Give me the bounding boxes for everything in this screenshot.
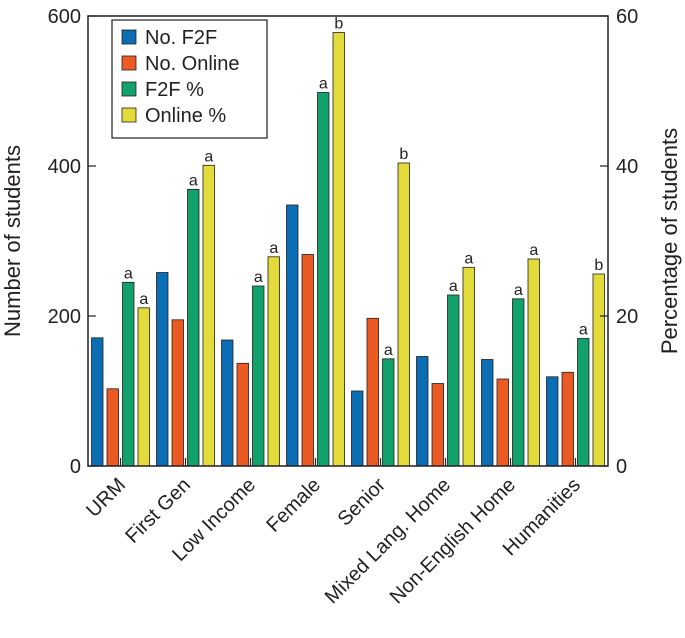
legend-label-f2f: F2F %: [145, 79, 204, 101]
significance-label-online-low-income: a: [269, 240, 278, 257]
bar-no-online-low-income: [236, 362, 249, 467]
significance-label-online-urm: a: [139, 291, 148, 308]
legend-box: [111, 19, 268, 139]
bar-f2f-female: [317, 92, 330, 467]
bar-online-first-gen: [202, 164, 215, 467]
significance-label-f2f-female: a: [319, 76, 328, 93]
bar-no-f2f-first-gen: [156, 272, 169, 467]
significance-label-f2f-first-gen: a: [189, 172, 198, 189]
x-tick-label-non-english-home: Non-English Home: [386, 474, 520, 608]
right-axis: 0 20 40 60: [600, 6, 638, 478]
bar-no-online-female: [301, 254, 314, 467]
bar-no-f2f-humanities: [546, 376, 559, 467]
bar-no-online-non-english-home: [496, 378, 509, 467]
bar-f2f-non-english-home: [512, 298, 525, 467]
legend-label-no-f2f: No. F2F: [145, 27, 217, 49]
y-axis-title: Number of students: [0, 145, 25, 337]
significance-label-f2f-mixed-lang-home: a: [449, 278, 458, 295]
bar-no-online-humanities: [561, 371, 574, 467]
left-axis: 0 200 400 600: [48, 6, 96, 478]
x-tick-label-urm: URM: [82, 474, 130, 522]
bar-f2f-mixed-lang-home: [447, 294, 460, 467]
plot-frame: [87, 15, 609, 467]
y-tick-label: 200: [48, 306, 81, 328]
bar-no-f2f-female: [286, 204, 299, 467]
bar-no-online-mixed-lang-home: [431, 383, 444, 467]
significance-label-online-mixed-lang-home: a: [464, 250, 473, 267]
y2-tick-label: 40: [616, 156, 638, 178]
bar-no-f2f-urm: [91, 337, 104, 467]
legend: No. F2F No. Online F2F % Online %: [111, 19, 268, 139]
legend-swatch-no-online: [121, 55, 137, 71]
bar-f2f-senior: [382, 358, 395, 467]
y2-tick-label: 60: [616, 6, 638, 28]
y2-axis-title: Percentage of students: [657, 128, 682, 354]
significance-label-online-humanities: b: [594, 257, 603, 274]
bar-no-online-urm: [106, 388, 119, 467]
bar-no-f2f-senior: [351, 390, 364, 467]
x-tick-label-mixed-lang-home: Mixed Lang. Home: [321, 474, 455, 608]
bar-no-f2f-low-income: [221, 339, 234, 467]
significance-label-f2f-senior: a: [384, 342, 393, 359]
bar-f2f-first-gen: [187, 188, 200, 467]
bar-f2f-low-income: [252, 285, 265, 467]
bar-no-online-senior: [366, 317, 379, 467]
significance-label-f2f-low-income: a: [254, 269, 263, 286]
x-tick-label-female: Female: [262, 474, 325, 537]
significance-label-f2f-humanities: a: [579, 322, 588, 339]
y-tick-label: 600: [48, 6, 81, 28]
significance-label-online-first-gen: a: [204, 148, 213, 165]
bar-online-female: [332, 32, 345, 467]
bar-online-mixed-lang-home: [462, 266, 475, 467]
bar-f2f-urm: [122, 281, 135, 467]
significance-label-online-female: b: [334, 16, 343, 33]
bar-no-f2f-mixed-lang-home: [416, 356, 429, 467]
bar-f2f-humanities: [577, 338, 590, 467]
bar-online-low-income: [267, 256, 280, 467]
legend-swatch-online: [121, 107, 137, 123]
bar-no-online-first-gen: [171, 319, 184, 467]
legend-swatch-no-f2f: [121, 29, 137, 45]
legend-swatch-f2f: [121, 81, 137, 97]
y-tick-label: 400: [48, 156, 81, 178]
legend-label-online: Online %: [145, 105, 226, 127]
bar-online-senior: [397, 162, 410, 467]
bar-no-f2f-non-english-home: [481, 359, 494, 467]
y2-tick-label: 0: [616, 456, 627, 478]
bar-online-urm: [137, 307, 150, 467]
y2-tick-label: 20: [616, 306, 638, 328]
x-tick-label-senior: Senior: [334, 474, 391, 531]
significance-label-online-senior: b: [399, 146, 408, 163]
bar-online-non-english-home: [527, 258, 540, 467]
bar-online-humanities: [592, 273, 605, 467]
legend-label-no-online: No. Online: [145, 53, 240, 75]
bars-layer: [91, 32, 605, 467]
significance-label-online-non-english-home: a: [529, 242, 538, 259]
y-tick-label: 0: [70, 456, 81, 478]
significance-label-f2f-non-english-home: a: [514, 282, 523, 299]
significance-label-f2f-urm: a: [124, 265, 133, 282]
